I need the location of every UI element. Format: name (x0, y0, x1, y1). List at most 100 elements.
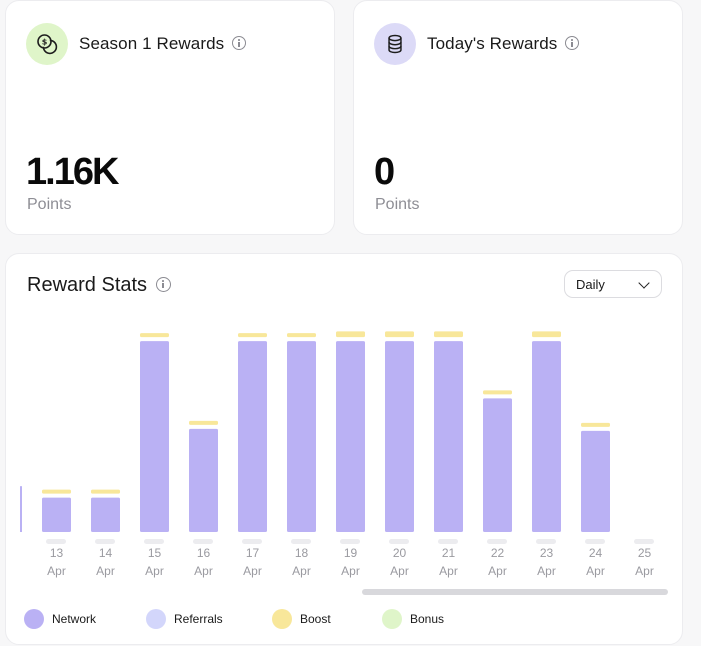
chart-bar-network[interactable] (581, 430, 610, 532)
info-icon[interactable] (156, 277, 172, 292)
chart-tick-label: 17 (246, 546, 260, 560)
legend-swatch-bonus (382, 609, 402, 629)
chart-tick-label: Apr (194, 564, 213, 578)
coins-icon: $ (26, 23, 68, 65)
season-rewards-label: Season 1 Rewards (79, 34, 225, 53)
legend-item-network: Network (24, 609, 146, 629)
chart-tick-label: Apr (439, 564, 458, 578)
chart-tick-marker (144, 539, 164, 544)
chart-tick-label: Apr (96, 564, 115, 578)
chart-bar-network[interactable] (434, 341, 463, 532)
chart-tick-label: Apr (635, 564, 654, 578)
chart-bar-network[interactable] (483, 398, 512, 532)
chart-tick-label: Apr (341, 564, 360, 578)
chart-tick-label: 14 (99, 546, 113, 560)
season-points-unit: Points (27, 196, 72, 213)
chart-tick-label: 15 (148, 546, 162, 560)
legend-swatch-referrals (146, 609, 166, 629)
chart-tick-label: Apr (47, 564, 66, 578)
legend-label-bonus: Bonus (410, 612, 445, 626)
chart-bar-boost[interactable] (434, 331, 463, 338)
reward-stats-chart: 13 Apr 14 Apr 15 Apr 16 Apr 17 Apr 18 Apr 19 Apr 20 Apr… (20, 331, 654, 578)
chart-bar-network[interactable] (42, 497, 71, 532)
legend-item-referrals: Referrals (146, 609, 272, 629)
chart-tick-marker (291, 539, 311, 544)
chart-bar-edge (20, 486, 22, 532)
chart-tick-label: Apr (390, 564, 409, 578)
chart-tick-label: 24 (589, 546, 603, 560)
today-rewards-label: Today's Rewards (427, 34, 558, 53)
today-points-unit: Points (375, 196, 420, 213)
chart-bar-network[interactable] (91, 497, 120, 532)
chart-bar-network[interactable] (336, 341, 365, 532)
legend-label-network: Network (52, 612, 97, 626)
chart-tick-marker (487, 539, 507, 544)
season-points-value: 1.16K (26, 151, 119, 193)
chart-tick-label: 13 (50, 546, 64, 560)
chart-tick-marker (438, 539, 458, 544)
legend-item-bonus: Bonus (382, 609, 492, 629)
chart-bar-boost[interactable] (42, 489, 71, 494)
chart-bar-boost[interactable] (238, 333, 267, 338)
chart-tick-label: Apr (586, 564, 605, 578)
chart-bar-boost[interactable] (532, 331, 561, 338)
chart-tick-marker (340, 539, 360, 544)
chart-tick-marker (95, 539, 115, 544)
chart-bar-boost[interactable] (91, 489, 120, 494)
chart-tick-marker (634, 539, 654, 544)
legend-swatch-boost (272, 609, 292, 629)
chart-tick-label: 25 (638, 546, 652, 560)
chart-bar-network[interactable] (287, 341, 316, 532)
today-rewards-card: Today's Rewards 0 Points (353, 0, 683, 235)
chart-tick-label: Apr (292, 564, 311, 578)
chart-bar-network[interactable] (385, 341, 414, 532)
legend-swatch-network (24, 609, 44, 629)
chart-tick-label: Apr (537, 564, 556, 578)
chart-tick-label: Apr (488, 564, 507, 578)
chart-tick-label: Apr (145, 564, 164, 578)
chart-tick-marker (242, 539, 262, 544)
chart-bar-boost[interactable] (385, 331, 414, 338)
chart-bar-network[interactable] (189, 428, 218, 532)
chart-tick-label: 19 (344, 546, 358, 560)
chart-bar-boost[interactable] (189, 420, 218, 425)
chart-scrollbar[interactable] (362, 589, 668, 595)
chart-tick-label: 23 (540, 546, 554, 560)
reward-stats-title: Reward Stats (27, 274, 172, 297)
chart-bar-boost[interactable] (336, 331, 365, 338)
season-rewards-card: $ Season 1 Rewards 1.16K Points (5, 0, 335, 235)
chart-bar-boost[interactable] (581, 422, 610, 427)
chart-tick-label: Apr (243, 564, 262, 578)
chart-bar-boost[interactable] (140, 333, 169, 338)
today-points-value: 0 (374, 151, 395, 193)
chart-bar-network[interactable] (238, 341, 267, 532)
chart-tick-label: 20 (393, 546, 407, 560)
chart-bar-network[interactable] (140, 341, 169, 532)
season-rewards-title: Season 1 Rewards (79, 34, 247, 54)
chart-tick-marker (389, 539, 409, 544)
legend-item-boost: Boost (272, 609, 382, 629)
chart-tick-marker (585, 539, 605, 544)
chart-bar-boost[interactable] (287, 333, 316, 338)
svg-text:$: $ (42, 38, 48, 47)
today-rewards-title: Today's Rewards (427, 34, 580, 54)
legend-label-boost: Boost (300, 612, 331, 626)
chart-tick-marker (536, 539, 556, 544)
chart-tick-label: 16 (197, 546, 211, 560)
chart-bar-boost[interactable] (483, 390, 512, 395)
database-icon (374, 23, 416, 65)
chart-tick-marker (46, 539, 66, 544)
chart-tick-label: 21 (442, 546, 456, 560)
chart-tick-label: 22 (491, 546, 505, 560)
period-dropdown[interactable]: Daily (564, 270, 662, 298)
reward-stats-card: Reward Stats Daily 13 Apr 14 Apr 15 Apr 16 Apr 1… (5, 253, 683, 645)
legend-label-referrals: Referrals (174, 612, 223, 626)
info-icon[interactable] (232, 36, 247, 50)
info-icon[interactable] (565, 36, 580, 50)
chart-bar-network[interactable] (532, 341, 561, 532)
chart-tick-label: 18 (295, 546, 309, 560)
reward-stats-label: Reward Stats (27, 274, 148, 296)
period-dropdown-value: Daily (576, 276, 605, 292)
chart-legend: Network Referrals Boost Bonus (24, 609, 492, 629)
chart-tick-marker (193, 539, 213, 544)
